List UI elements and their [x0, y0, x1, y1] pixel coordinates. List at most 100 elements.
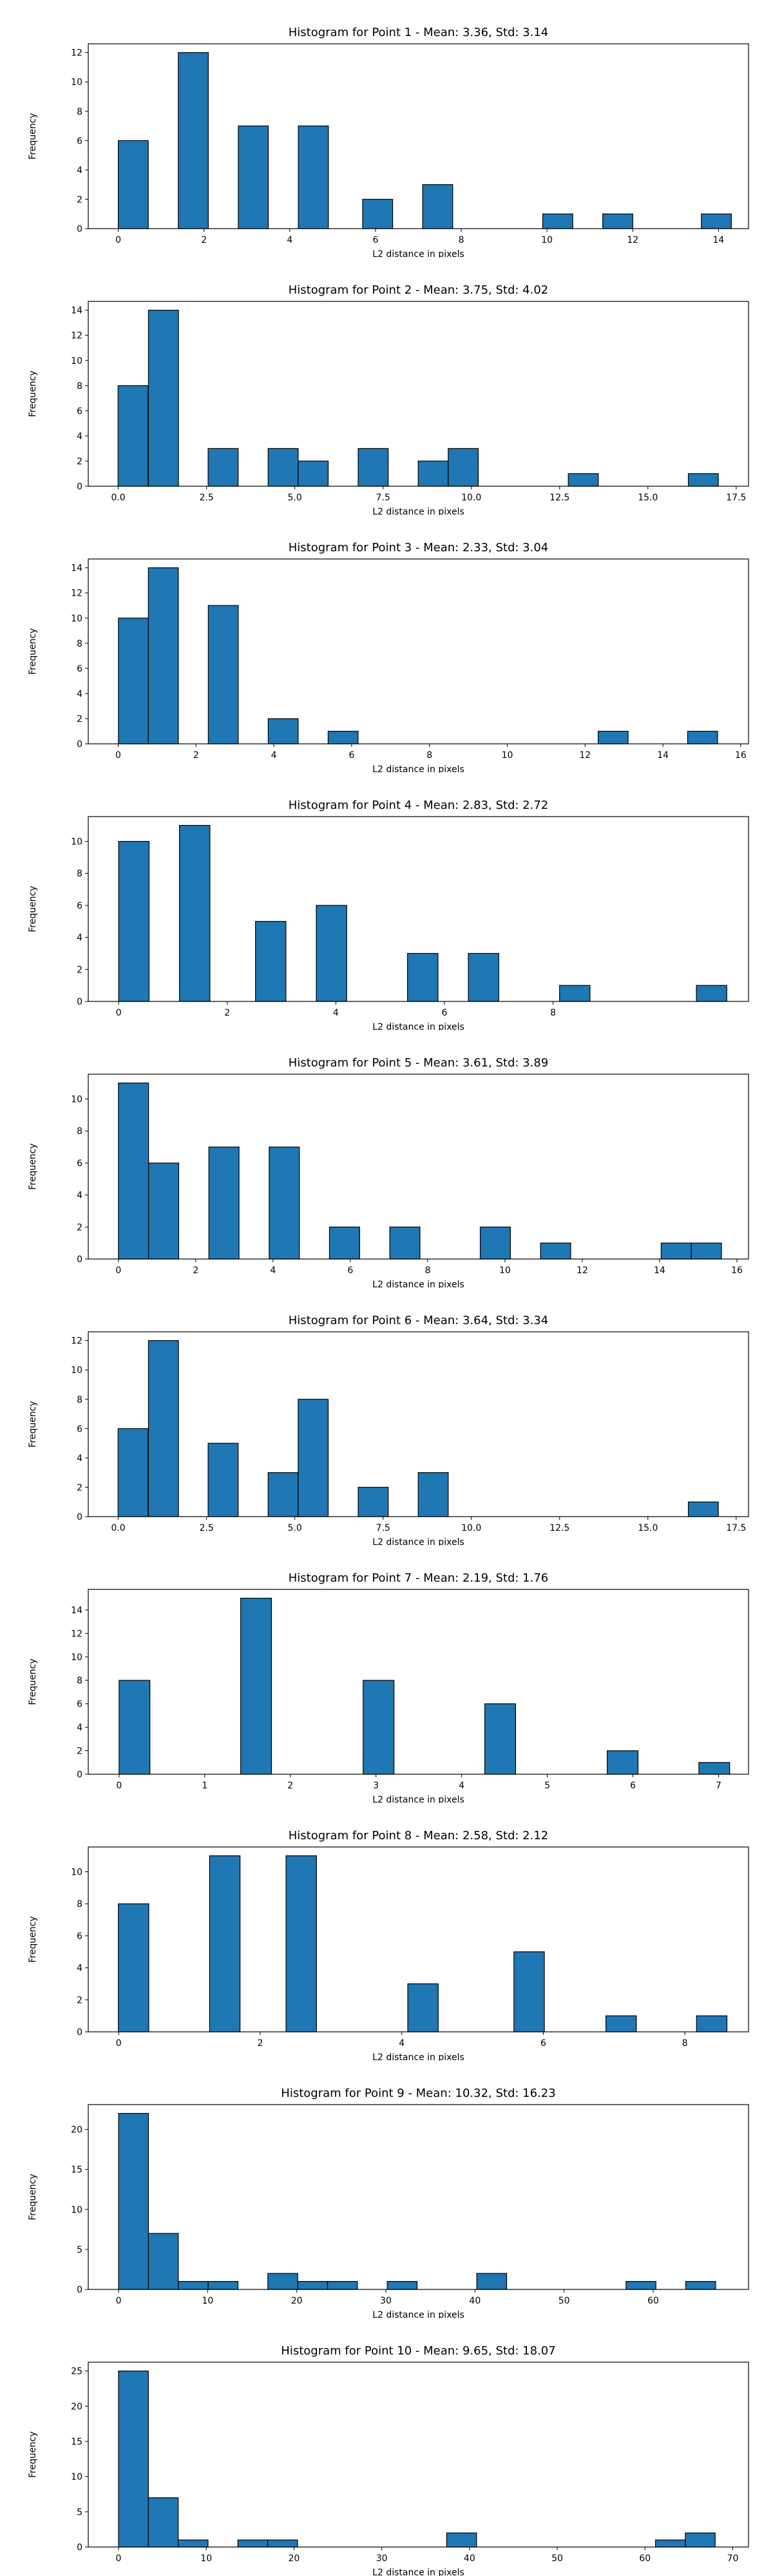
x-tick-label: 2	[201, 235, 207, 245]
histogram-bar	[448, 448, 479, 487]
y-tick-label: 10	[71, 1365, 82, 1376]
histogram-bar	[358, 1486, 389, 1517]
y-tick-label: 0	[77, 2027, 82, 2038]
x-tick-label: 10	[200, 2553, 212, 2564]
x-tick-label: 3	[373, 1781, 379, 1791]
x-tick-label: 8	[682, 2038, 688, 2049]
x-tick-label: 5.0	[288, 493, 302, 503]
y-tick-label: 6	[77, 1700, 82, 1710]
x-axis-label: L2 distance in pixels	[372, 2052, 464, 2061]
y-tick-label: 25	[71, 2367, 82, 2377]
y-axis-label: Frequency	[28, 886, 38, 932]
histogram-bar	[316, 905, 347, 1002]
y-tick-label: 0	[77, 482, 82, 492]
histogram-panel-4: Histogram for Point 4 - Mean: 2.83, Std:…	[28, 799, 749, 1030]
x-tick-label: 40	[469, 2296, 481, 2306]
x-tick-label: 0	[115, 750, 121, 761]
y-tick-label: 0	[77, 1255, 82, 1265]
x-tick-label: 0.0	[111, 1523, 125, 1533]
histogram-panel-6: Histogram for Point 6 - Mean: 3.64, Std:…	[28, 1314, 749, 1546]
plot-frame	[88, 1846, 749, 2032]
y-tick-label: 12	[71, 1629, 82, 1639]
x-tick-label: 12.5	[549, 493, 569, 503]
y-tick-label: 0	[77, 997, 82, 1007]
y-axis-label: Frequency	[28, 370, 38, 417]
x-tick-label: 6	[540, 2038, 546, 2049]
y-tick-label: 10	[71, 2205, 82, 2215]
x-tick-label: 12	[627, 235, 638, 245]
histogram-bar	[606, 2015, 637, 2032]
y-tick-label: 4	[77, 1191, 82, 1201]
y-tick-label: 2	[77, 194, 82, 205]
x-tick-label: 4	[459, 1781, 464, 1791]
histogram-bar	[363, 1680, 395, 1775]
y-tick-label: 6	[77, 664, 82, 674]
y-tick-label: 15	[71, 2437, 82, 2447]
x-axis-label: L2 distance in pixels	[372, 249, 464, 258]
histogram-bar	[117, 385, 149, 487]
x-axis-label: L2 distance in pixels	[372, 2568, 464, 2576]
x-tick-label: 2	[193, 1265, 198, 1276]
histogram-bar	[625, 2280, 656, 2290]
histogram-bar	[178, 52, 209, 229]
histogram-bar	[568, 473, 599, 487]
histogram-bar	[118, 1083, 149, 1260]
histogram-bar	[207, 605, 239, 744]
x-tick-label: 20	[289, 2553, 300, 2564]
x-tick-label: 14	[657, 750, 669, 761]
x-tick-label: 70	[727, 2553, 739, 2564]
x-tick-label: 4	[287, 235, 292, 245]
bars	[117, 52, 732, 229]
x-axis-label: L2 distance in pixels	[372, 1280, 464, 1288]
y-tick-label: 12	[71, 589, 82, 599]
y-tick-label: 10	[71, 1095, 82, 1105]
bars	[118, 1083, 722, 1260]
bars	[118, 2113, 716, 2290]
plot-frame	[88, 558, 749, 744]
histogram-bar	[117, 140, 149, 229]
histogram-bar	[267, 448, 299, 487]
y-tick-label: 0	[77, 224, 82, 234]
x-tick-label: 50	[558, 2296, 570, 2306]
histogram-bar	[178, 2539, 209, 2548]
histogram-bar	[267, 2273, 298, 2290]
x-tick-label: 6	[441, 1008, 447, 1018]
bars	[117, 310, 719, 487]
x-tick-label: 8	[459, 235, 464, 245]
y-tick-label: 4	[77, 1964, 82, 1974]
x-tick-label: 2	[258, 2038, 263, 2049]
y-tick-label: 0	[77, 739, 82, 750]
histogram-panel-5: Histogram for Point 5 - Mean: 3.61, Std:…	[28, 1056, 749, 1288]
x-tick-label: 2	[193, 750, 199, 761]
histogram-bar	[119, 1680, 151, 1775]
histogram-panel-7: Histogram for Point 7 - Mean: 2.19, Std:…	[28, 1571, 749, 1803]
histogram-bar	[285, 1855, 317, 2032]
histogram-panel-9: Histogram for Point 9 - Mean: 10.32, Std…	[28, 2087, 749, 2318]
histogram-bar	[298, 1399, 329, 1517]
bars	[118, 567, 718, 744]
y-tick-label: 6	[77, 1424, 82, 1434]
x-tick-label: 14	[654, 1265, 665, 1276]
y-tick-label: 6	[77, 1159, 82, 1169]
x-tick-label: 10.0	[461, 1523, 481, 1533]
x-axis-label: L2 distance in pixels	[372, 507, 464, 515]
x-tick-label: 2	[224, 1008, 230, 1018]
x-tick-label: 0	[116, 1008, 122, 1018]
y-tick-label: 8	[77, 869, 82, 879]
histogram-bar	[238, 125, 269, 229]
y-tick-label: 0	[77, 1512, 82, 1522]
y-tick-label: 8	[77, 381, 82, 392]
x-tick-label: 0	[115, 235, 121, 245]
plot-frame	[88, 1589, 749, 1775]
histogram-bar	[696, 2015, 728, 2032]
y-tick-label: 4	[77, 933, 82, 943]
histogram-bar	[269, 1146, 300, 1260]
y-tick-label: 4	[77, 166, 82, 176]
y-tick-label: 8	[77, 1676, 82, 1686]
histogram-bar	[597, 730, 629, 744]
histogram-bar	[655, 2539, 686, 2548]
histogram-bar	[542, 213, 573, 229]
y-tick-label: 4	[77, 431, 82, 442]
x-tick-label: 10	[502, 750, 513, 761]
x-tick-label: 30	[380, 2296, 392, 2306]
